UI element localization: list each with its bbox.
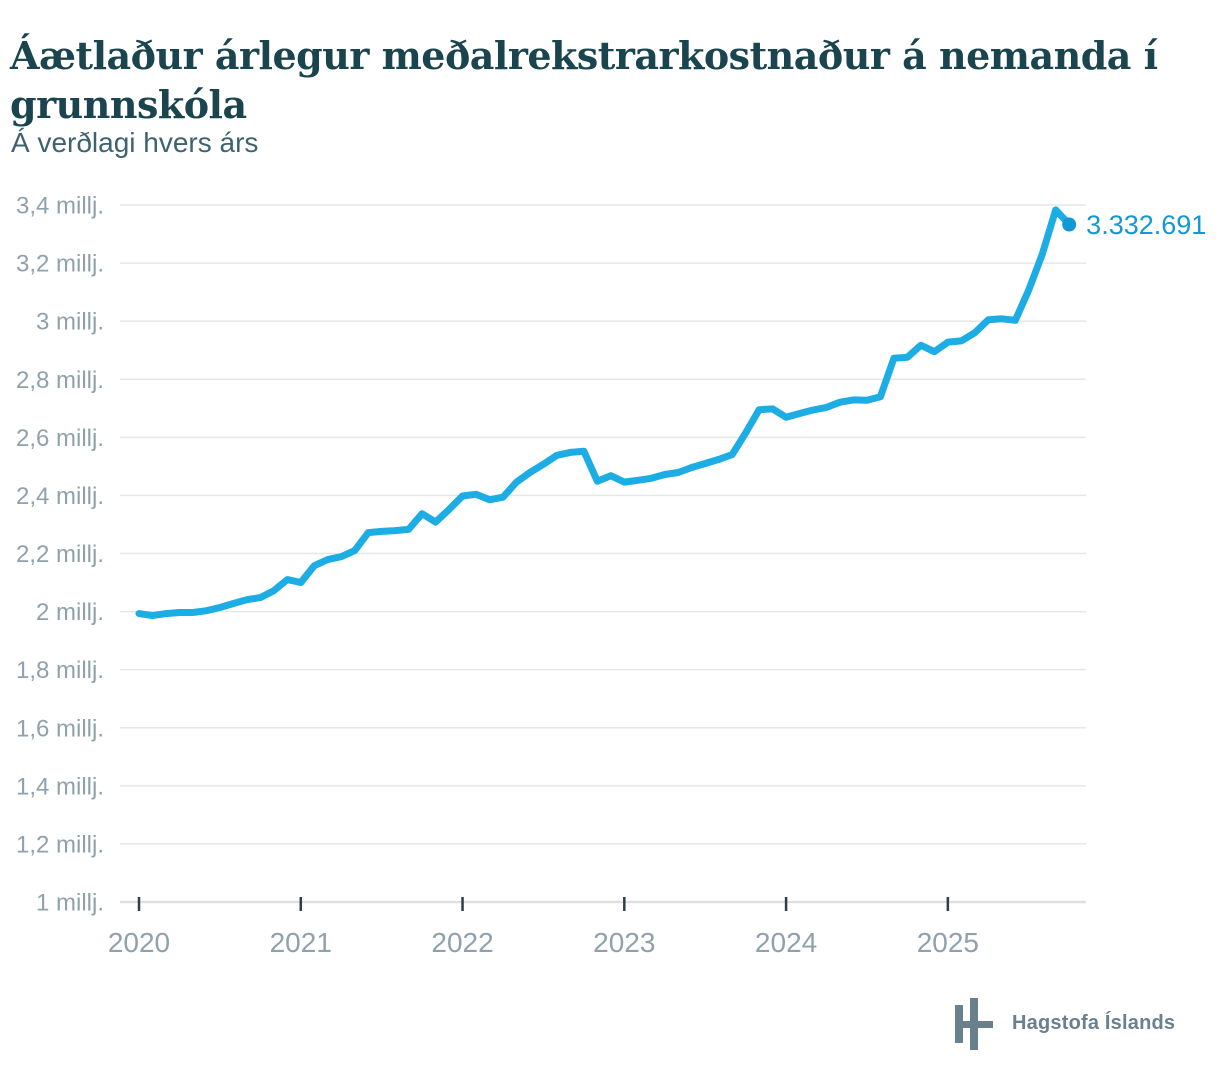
y-axis-label: 1,8 millj. bbox=[16, 657, 104, 684]
y-axis-label: 2,8 millj. bbox=[16, 367, 104, 394]
end-value-label: 3.332.691 bbox=[1086, 210, 1206, 240]
x-axis-label: 2024 bbox=[755, 927, 817, 958]
title-line-1: Áætlaður árlegur meðalrekstrarkostnaður … bbox=[10, 33, 1158, 79]
title-line-2: grunnskóla bbox=[10, 82, 247, 128]
y-axis-label: 2,2 millj. bbox=[16, 541, 104, 568]
y-axis-label: 2,6 millj. bbox=[16, 425, 104, 452]
y-axis-label: 1 millj. bbox=[36, 890, 104, 917]
x-axis-label: 2020 bbox=[108, 927, 170, 958]
y-axis-label: 1,2 millj. bbox=[16, 831, 104, 858]
x-axis-label: 2022 bbox=[431, 927, 493, 958]
x-axis-label: 2023 bbox=[593, 927, 655, 958]
x-axis-label: 2021 bbox=[270, 927, 332, 958]
y-axis-label: 2 millj. bbox=[36, 599, 104, 626]
chart-subtitle: Á verðlagi hvers árs bbox=[11, 127, 259, 158]
y-axis-label: 2,4 millj. bbox=[16, 483, 104, 510]
y-axis-label: 1,6 millj. bbox=[16, 715, 104, 742]
end-point-dot bbox=[1062, 217, 1077, 232]
data-line bbox=[135, 206, 1073, 620]
x-axis-label: 2025 bbox=[917, 927, 979, 958]
y-axis-label: 3 millj. bbox=[36, 309, 104, 336]
logo-text: Hagstofa Íslands bbox=[1012, 1012, 1176, 1034]
y-axis-label: 3,2 millj. bbox=[16, 251, 104, 278]
page-title: Áætlaður árlegur meðalrekstrarkostnaður … bbox=[10, 31, 1210, 129]
y-axis-label: 1,4 millj. bbox=[16, 773, 104, 800]
hagstofa-logo-mark-crossbar bbox=[955, 1021, 993, 1028]
y-axis-label: 3,4 millj. bbox=[16, 193, 104, 220]
